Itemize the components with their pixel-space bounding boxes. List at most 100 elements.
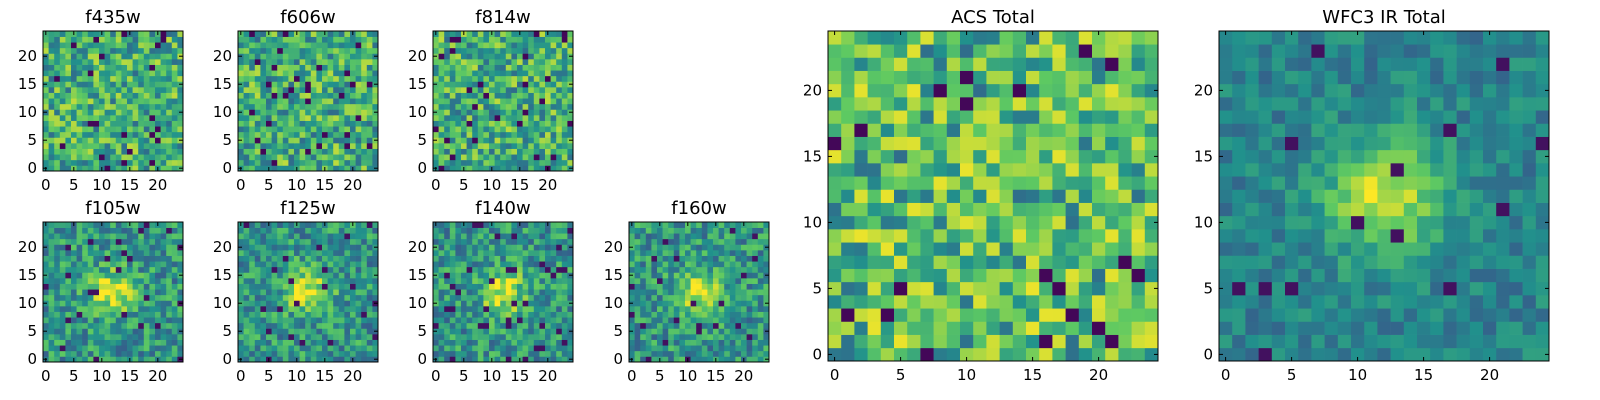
heatmap-cell: [65, 42, 72, 49]
heatmap-cell: [894, 347, 908, 362]
heatmap-cell: [645, 255, 652, 262]
heatmap-cell: [121, 227, 128, 234]
heatmap-cell: [1078, 163, 1093, 177]
heatmap-cell: [545, 109, 551, 116]
heatmap-cell: [1144, 242, 1159, 256]
heatmap-cell: [155, 339, 161, 346]
heatmap-cell: [243, 109, 250, 116]
heatmap-cell: [662, 317, 669, 324]
heatmap-cell: [707, 328, 714, 335]
heatmap-cell: [522, 328, 529, 335]
heatmap-cell: [1065, 176, 1080, 190]
heatmap-cell: [48, 36, 55, 43]
heatmap-cell: [539, 53, 546, 60]
heatmap-cell: [299, 306, 306, 312]
heatmap-cell: [155, 227, 161, 234]
heatmap-cell: [1078, 308, 1093, 322]
heatmap-cell: [517, 255, 523, 262]
heatmap-cell: [249, 222, 256, 228]
heatmap-cell: [1039, 189, 1053, 203]
heatmap-cell: [528, 81, 535, 88]
heatmap-cell: [171, 36, 178, 43]
heatmap-cell: [673, 272, 680, 279]
heatmap-cell: [505, 87, 512, 93]
heatmap-cell: [282, 250, 289, 256]
heatmap-cell: [48, 227, 55, 234]
heatmap-cell: [533, 266, 540, 273]
heatmap-cell: [517, 272, 523, 279]
heatmap-cell: [87, 154, 94, 161]
heatmap-cell: [254, 227, 261, 234]
heatmap-cell: [132, 31, 139, 37]
heatmap-cell: [466, 109, 473, 116]
heatmap-cell: [299, 317, 306, 324]
heatmap-cell: [160, 227, 167, 234]
heatmap-cell: [690, 289, 697, 296]
heatmap-cell: [166, 345, 173, 352]
heatmap-cell: [500, 103, 507, 110]
heatmap-cell: [567, 64, 574, 71]
heatmap-cell: [920, 268, 934, 283]
heatmap-cell: [651, 345, 658, 352]
heatmap-cell: [249, 31, 256, 37]
heatmap-cell: [533, 64, 540, 71]
heatmap-cell: [729, 244, 736, 251]
heatmap-cell: [973, 268, 987, 283]
heatmap-cell: [713, 345, 719, 352]
heatmap-cell: [657, 339, 663, 346]
heatmap-cell: [104, 255, 111, 262]
heatmap-cell: [651, 350, 658, 357]
heatmap-cell: [556, 47, 563, 54]
heatmap-cell: [461, 103, 467, 110]
heatmap-cell: [82, 143, 89, 149]
heatmap-cell: [54, 250, 61, 256]
heatmap-cell: [946, 295, 961, 309]
heatmap-cell: [282, 266, 289, 273]
heatmap-cell: [132, 98, 139, 105]
heatmap-cell: [266, 59, 272, 65]
heatmap-cell: [828, 255, 842, 269]
heatmap-cell: [82, 278, 89, 284]
heatmap-cell: [920, 229, 934, 243]
heatmap-cell: [282, 233, 289, 240]
heatmap-cell: [673, 300, 680, 307]
heatmap-cell: [528, 306, 535, 312]
heatmap-cell: [545, 81, 551, 88]
heatmap-cell: [350, 103, 356, 110]
heatmap-cell: [713, 306, 719, 312]
heatmap-cell: [132, 64, 139, 71]
heatmap-cell: [99, 148, 105, 155]
heatmap-cell: [177, 47, 184, 54]
heatmap-cell: [550, 36, 557, 43]
heatmap-cell: [310, 137, 317, 144]
heatmap-cell: [310, 244, 317, 251]
heatmap-cell: [483, 272, 490, 279]
y-tick-label: 15: [213, 266, 232, 284]
heatmap-cell: [249, 81, 256, 88]
heatmap-cell: [99, 87, 105, 93]
heatmap-cell: [550, 266, 557, 273]
heatmap-cell: [333, 283, 340, 290]
heatmap-cell: [561, 283, 568, 290]
heatmap-cell: [288, 47, 295, 54]
heatmap-cell: [132, 350, 139, 357]
heatmap-cell: [271, 64, 278, 71]
heatmap-cell: [483, 328, 490, 335]
heatmap-cell: [561, 244, 568, 251]
heatmap-cell: [444, 148, 451, 155]
heatmap-cell: [338, 261, 345, 268]
heatmap-cell: [539, 75, 546, 82]
heatmap-cell: [657, 345, 663, 352]
heatmap-cell: [634, 233, 641, 240]
heatmap-cell: [1131, 242, 1146, 256]
heatmap-cell: [455, 238, 462, 245]
heatmap-cell: [763, 345, 770, 352]
heatmap-cell: [567, 87, 574, 93]
heatmap-cell: [1144, 176, 1159, 190]
heatmap-cell: [166, 42, 173, 49]
heatmap-cell: [155, 75, 161, 82]
heatmap-cell: [160, 87, 167, 93]
heatmap-cell: [171, 143, 178, 149]
heatmap-cell: [556, 64, 563, 71]
